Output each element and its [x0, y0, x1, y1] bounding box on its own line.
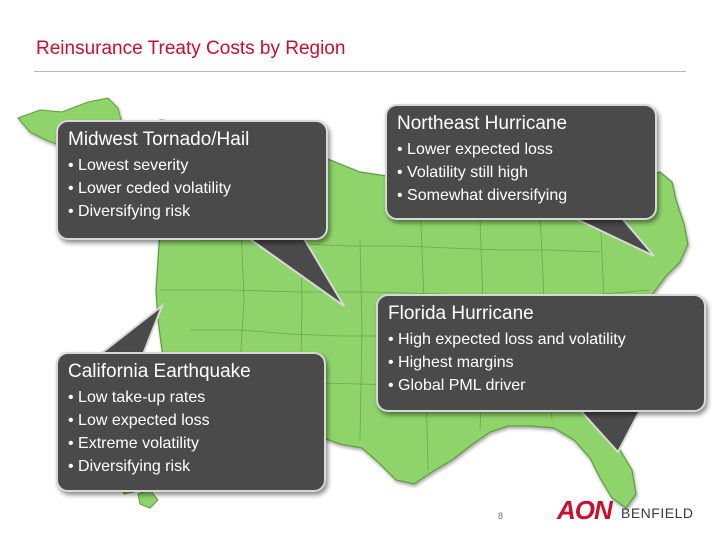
- midwest-bullets: Lowest severity Lower ceded volatility D…: [68, 154, 316, 223]
- california-bullet: Low take-up rates: [68, 386, 314, 409]
- benfield-wordmark: BENFIELD: [621, 505, 694, 521]
- midwest-heading: Midwest Tornado/Hail: [68, 129, 250, 150]
- midwest-bullet: Diversifying risk: [68, 200, 316, 223]
- aon-wordmark: AON: [557, 495, 613, 525]
- california-bullets: Low take-up rates Low expected loss Extr…: [68, 386, 314, 478]
- midwest-callout: Midwest Tornado/Hail Lowest severity Low…: [56, 120, 328, 240]
- florida-bullets: High expected loss and volatility Highes…: [388, 328, 694, 397]
- slide-title: Reinsurance Treaty Costs by Region: [36, 38, 346, 59]
- florida-bullet: High expected loss and volatility: [388, 328, 694, 351]
- northeast-bullet: Somewhat diversifying: [397, 184, 645, 207]
- northeast-heading: Northeast Hurricane: [397, 113, 568, 134]
- california-bullet: Extreme volatility: [68, 432, 314, 455]
- northeast-bullets: Lower expected loss Volatility still hig…: [397, 138, 645, 207]
- california-bullet: Diversifying risk: [68, 455, 314, 478]
- midwest-bullet: Lower ceded volatility: [68, 177, 316, 200]
- florida-bullet: Global PML driver: [388, 374, 694, 397]
- aon-benfield-logo: AON BENFIELD: [557, 496, 697, 524]
- california-bullet: Low expected loss: [68, 409, 314, 432]
- page-number: 8: [498, 511, 504, 521]
- florida-bullet: Highest margins: [388, 351, 694, 374]
- california-heading: California Earthquake: [68, 361, 251, 382]
- midwest-bullet: Lowest severity: [68, 154, 316, 177]
- northeast-callout: Northeast Hurricane Lower expected loss …: [385, 104, 657, 220]
- title-divider: [34, 71, 686, 72]
- california-callout: California Earthquake Low take-up rates …: [56, 352, 326, 492]
- northeast-bullet: Lower expected loss: [397, 138, 645, 161]
- florida-callout: Florida Hurricane High expected loss and…: [376, 294, 706, 412]
- florida-heading: Florida Hurricane: [388, 303, 534, 324]
- northeast-bullet: Volatility still high: [397, 161, 645, 184]
